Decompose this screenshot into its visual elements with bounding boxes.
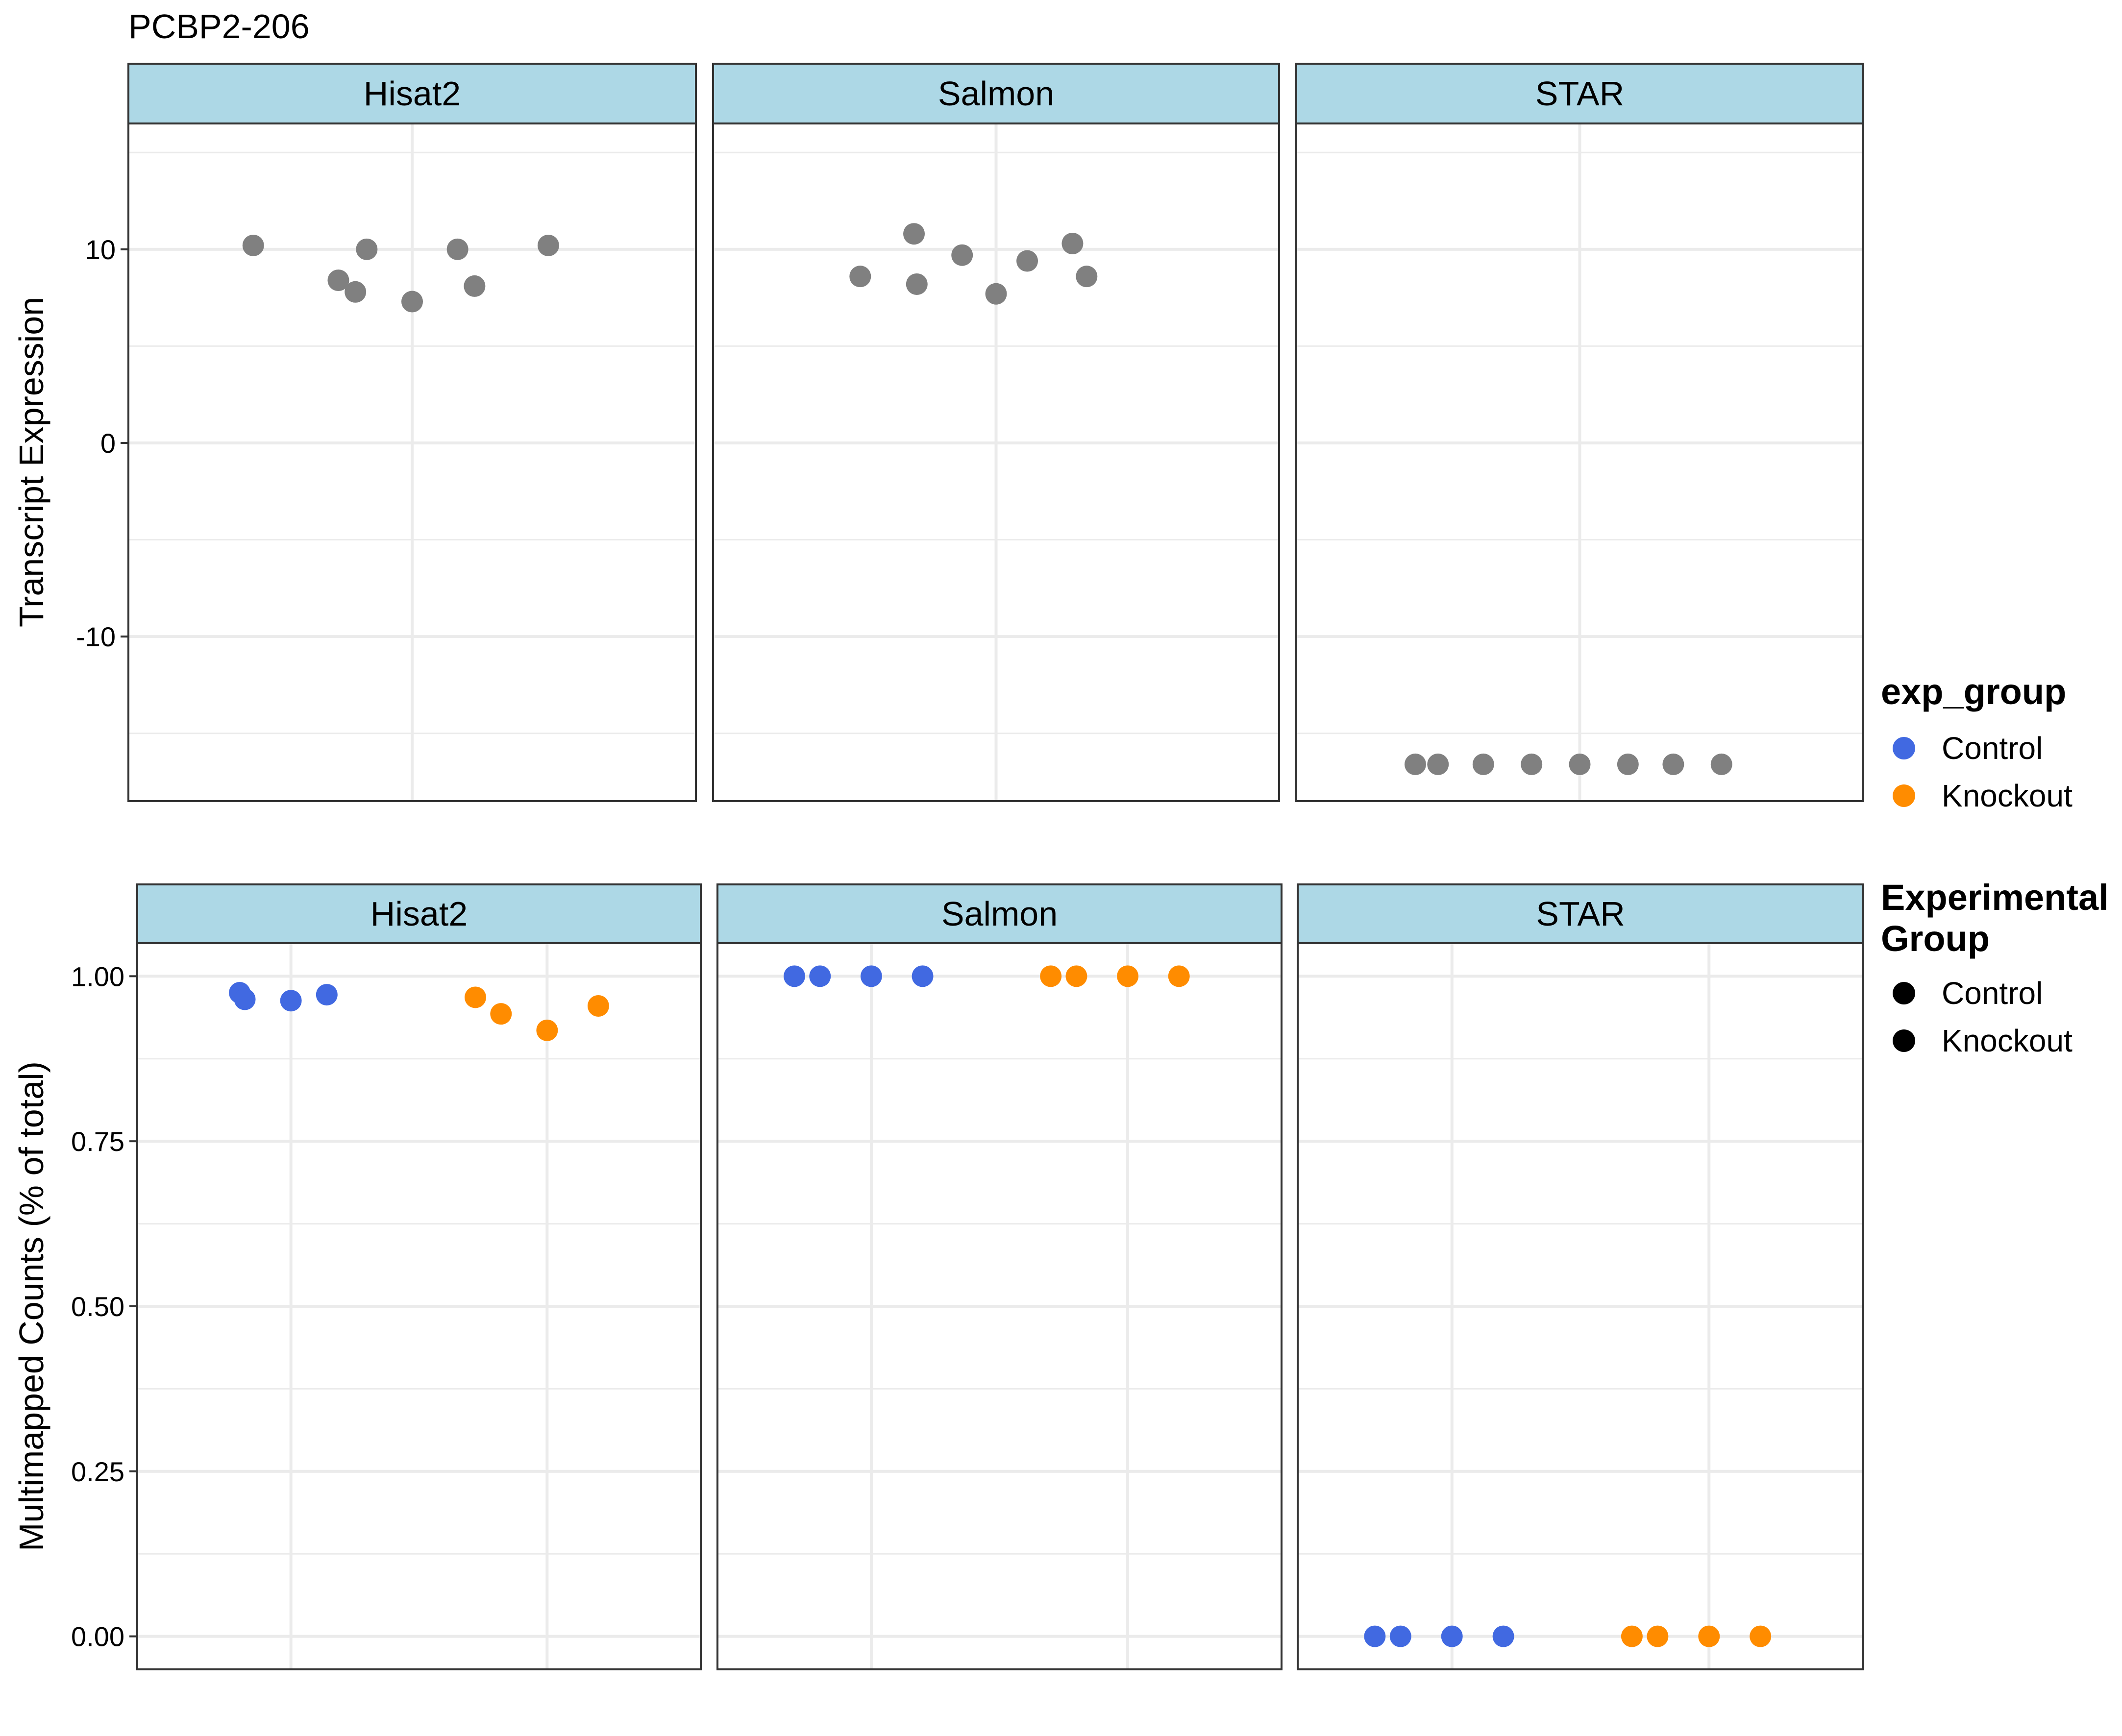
facet-star: STAR [1297,883,1864,1670]
facet-strip [136,883,702,944]
legend-title: Experimental [1881,877,2109,918]
facet-strip [716,883,1283,944]
data-point [985,283,1007,305]
y-tick-label: 0.25 [71,1456,124,1487]
data-point-knockout [1040,965,1062,987]
data-point [464,275,486,297]
data-point-knockout [465,986,486,1008]
data-point [1662,753,1684,775]
data-point [903,223,925,245]
facet-salmon: Salmon [712,63,1280,802]
data-point [951,244,973,266]
data-point-control [316,984,338,1006]
data-point-knockout [1647,1625,1669,1647]
chart-title: PCBP2-206 [128,7,310,46]
data-point-knockout [1117,965,1139,987]
facet-row-1: Transcript Expression Hisat2 -10 0 10 Salmon S… [12,63,1864,802]
data-point-knockout [1621,1625,1643,1647]
data-point [906,273,928,295]
data-point [849,266,871,288]
data-point [1427,753,1449,775]
data-point [1710,753,1732,775]
y-tick-label: 10 [85,234,116,265]
facet-strip-label: STAR [1536,895,1625,933]
data-point-control [1441,1625,1463,1647]
legend-title: exp_group [1881,671,2066,712]
legend-key-control [1893,982,1915,1004]
data-point-control [1492,1625,1514,1647]
data-point-knockout [1065,965,1087,987]
legend-key-knockout [1893,784,1915,807]
legend-label: Knockout [1942,778,2073,813]
facet-star: STAR [1295,63,1864,802]
data-point-knockout [1750,1625,1772,1647]
legend-label: Control [1942,731,2043,766]
data-point [1521,753,1543,775]
data-point [1076,266,1098,288]
facet-strip-label: Salmon [938,74,1054,113]
data-point [1061,232,1084,254]
facet-strip-label: Hisat2 [364,74,461,113]
data-point-knockout [587,995,609,1017]
legend-title: Group [1881,918,1990,959]
facet-strip [127,63,697,124]
facet-strip-label: Hisat2 [370,895,468,933]
facet-hisat2: Hisat2 0.00 0.25 0.50 0.75 1.00 [71,883,702,1670]
data-point-control [234,988,256,1010]
y-tick-label: 0.75 [71,1126,124,1157]
facet-hisat2: Hisat2 -10 0 10 [76,63,697,802]
data-point-knockout [1698,1625,1720,1647]
data-point [1016,250,1038,272]
data-point-control [860,965,882,987]
data-point-control [280,990,302,1012]
data-point-control [1389,1625,1411,1647]
facet-salmon: Salmon [716,883,1283,1670]
y-tick-label: 0 [100,428,116,459]
data-point-knockout [1168,965,1190,987]
data-point [1617,753,1639,775]
y-axis-label: Multimapped Counts (% of total) [12,1061,50,1551]
legend-key-knockout [1893,1029,1915,1052]
data-point [1404,753,1426,775]
facet-strip [1297,883,1864,944]
facet-strip-label: Salmon [941,895,1058,933]
facet-strip [712,63,1280,124]
data-point-control [809,965,831,987]
data-point [1472,753,1494,775]
data-point [242,234,264,256]
data-point-knockout [536,1019,558,1041]
legend-key-control [1893,737,1915,759]
data-point-control [912,965,934,987]
data-point [446,238,469,260]
y-axis-label: Transcript Expression [12,297,50,627]
data-point [537,234,559,256]
legend-label: Knockout [1942,1023,2073,1058]
data-point [1569,753,1591,775]
facet-strip-label: STAR [1535,74,1625,113]
y-tick-label: 0.50 [71,1291,124,1322]
y-tick-label: 1.00 [71,961,124,992]
facet-strip [1295,63,1864,124]
data-point [345,281,367,303]
y-tick-label: 0.00 [71,1621,124,1652]
data-point [327,269,349,292]
facet-row-2: Multimapped Counts (% of total) Hisat2 0.0… [12,883,1864,1670]
data-point-control [1364,1625,1386,1647]
data-point [401,291,423,313]
legend-label: Control [1942,976,2043,1011]
data-point-knockout [490,1003,512,1025]
legend-exp-group: exp_group Control Knockout [1881,671,2073,813]
data-point [356,238,378,260]
data-point-control [783,965,805,987]
y-tick-label: -10 [76,621,116,652]
